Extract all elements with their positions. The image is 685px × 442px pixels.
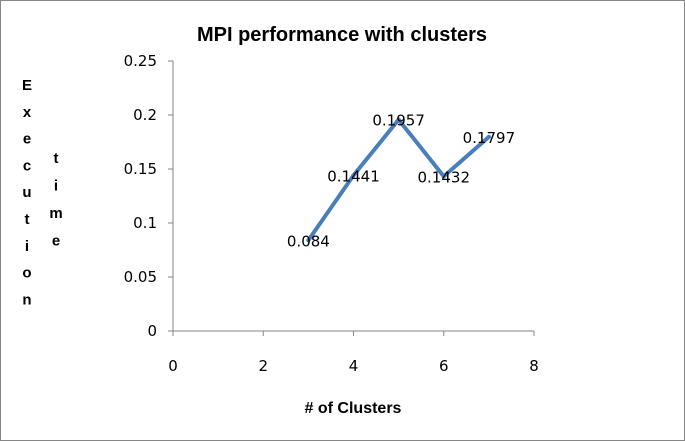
data-label: 0.1432	[418, 168, 471, 186]
data-point	[396, 117, 401, 122]
x-tick-label: 0	[168, 357, 178, 375]
data-label: 0.084	[287, 232, 330, 250]
y-label-letter: t	[54, 150, 59, 167]
x-tick-label: 4	[349, 357, 359, 375]
y-label-letter: e	[23, 131, 31, 148]
y-label-letter: m	[49, 205, 62, 222]
y-tick-label: 0	[147, 322, 157, 340]
data-labels: 0.084 0.1441 0.1957 0.1432 0.1797	[287, 112, 515, 251]
y-label-letter: E	[22, 77, 32, 94]
data-label: 0.1957	[372, 112, 425, 130]
y-label-letter: e	[52, 233, 60, 250]
y-label-letter: o	[22, 265, 31, 282]
ticks: 0 0.05 0.1 0.15 0.2 0.25 0 2 4 6 8	[124, 52, 539, 375]
data-point	[351, 173, 356, 178]
y-label-letter: i	[25, 238, 29, 255]
y-tick-label: 0.15	[124, 160, 157, 178]
data-point	[486, 134, 491, 139]
y-tick-label: 0.1	[133, 214, 157, 232]
chart-title: MPI performance with clusters	[197, 24, 487, 46]
series	[306, 117, 491, 243]
data-label: 0.1441	[327, 167, 380, 185]
data-point	[441, 174, 446, 179]
y-tick-label: 0.05	[124, 268, 157, 286]
x-tick-label: 8	[529, 357, 539, 375]
data-label: 0.1797	[463, 129, 516, 147]
x-tick-label: 2	[258, 357, 268, 375]
x-axis-label: # of Clusters	[305, 400, 402, 417]
y-label-letter: c	[23, 157, 31, 174]
axes	[172, 61, 534, 332]
y-tick-label: 0.2	[133, 106, 157, 124]
x-tick-label: 6	[439, 357, 449, 375]
y-label-letter: u	[22, 184, 31, 201]
y-label-letter: x	[23, 104, 32, 121]
y-tick-label: 0.25	[124, 52, 157, 70]
y-label-letter: i	[54, 178, 58, 195]
data-point	[306, 238, 311, 243]
y-label-letter: n	[22, 291, 31, 308]
y-label-letter: t	[25, 211, 30, 228]
